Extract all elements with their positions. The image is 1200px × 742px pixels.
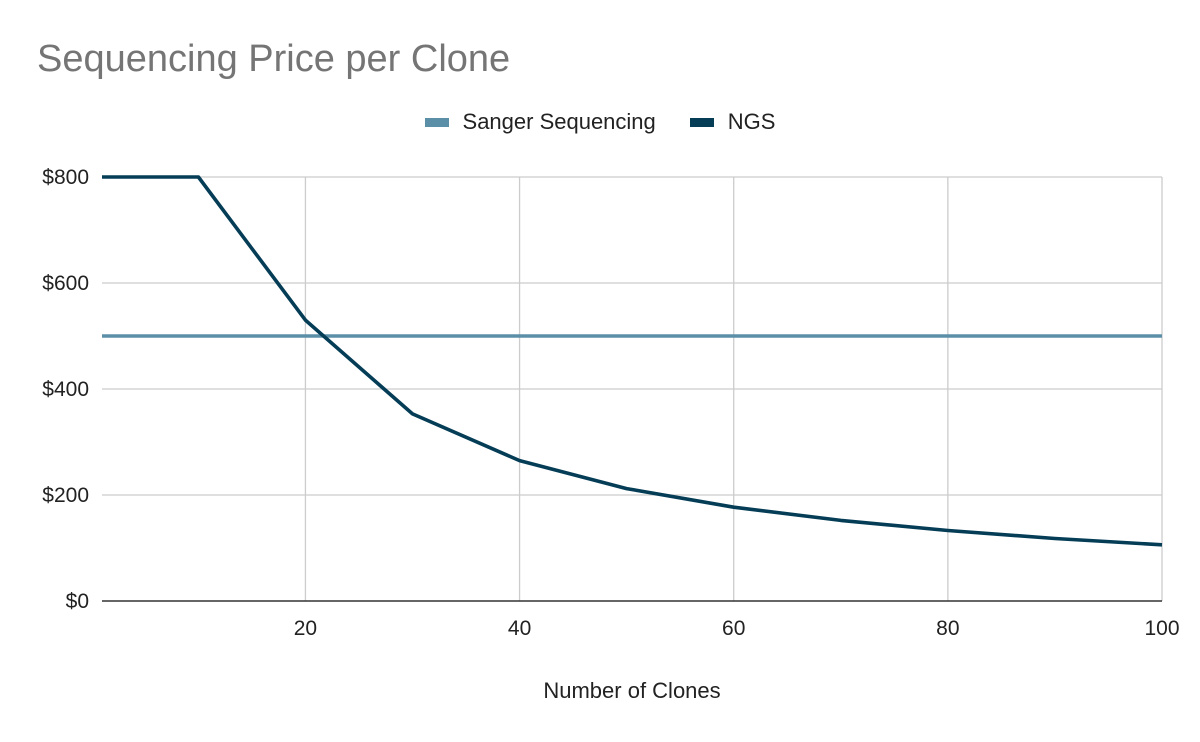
x-tick-label: 100 [1144, 617, 1179, 640]
legend-label-sanger: Sanger Sequencing [462, 109, 656, 134]
x-tick-label: 40 [508, 617, 531, 640]
legend-item-ngs: NGS [689, 109, 776, 135]
legend-item-sanger: Sanger Sequencing [424, 109, 656, 135]
legend-swatch-sanger [424, 117, 449, 127]
x-tick-label: 80 [936, 617, 959, 640]
x-tick-label: 20 [294, 617, 317, 640]
legend-swatch-ngs [689, 117, 714, 127]
y-tick-label: $200 [42, 484, 89, 507]
x-tick-label: 60 [722, 617, 745, 640]
legend-label-ngs: NGS [727, 109, 776, 134]
series-line-ngs [102, 175, 1163, 547]
y-tick-label: $400 [42, 378, 89, 401]
y-tick-label: $0 [66, 590, 89, 613]
legend: Sanger Sequencing NGS [0, 109, 1200, 135]
y-tick-label: $600 [42, 272, 89, 295]
y-tick-label: $800 [42, 166, 89, 189]
x-axis-title: Number of Clones [543, 678, 720, 703]
chart-title: Sequencing Price per Clone [37, 38, 511, 80]
